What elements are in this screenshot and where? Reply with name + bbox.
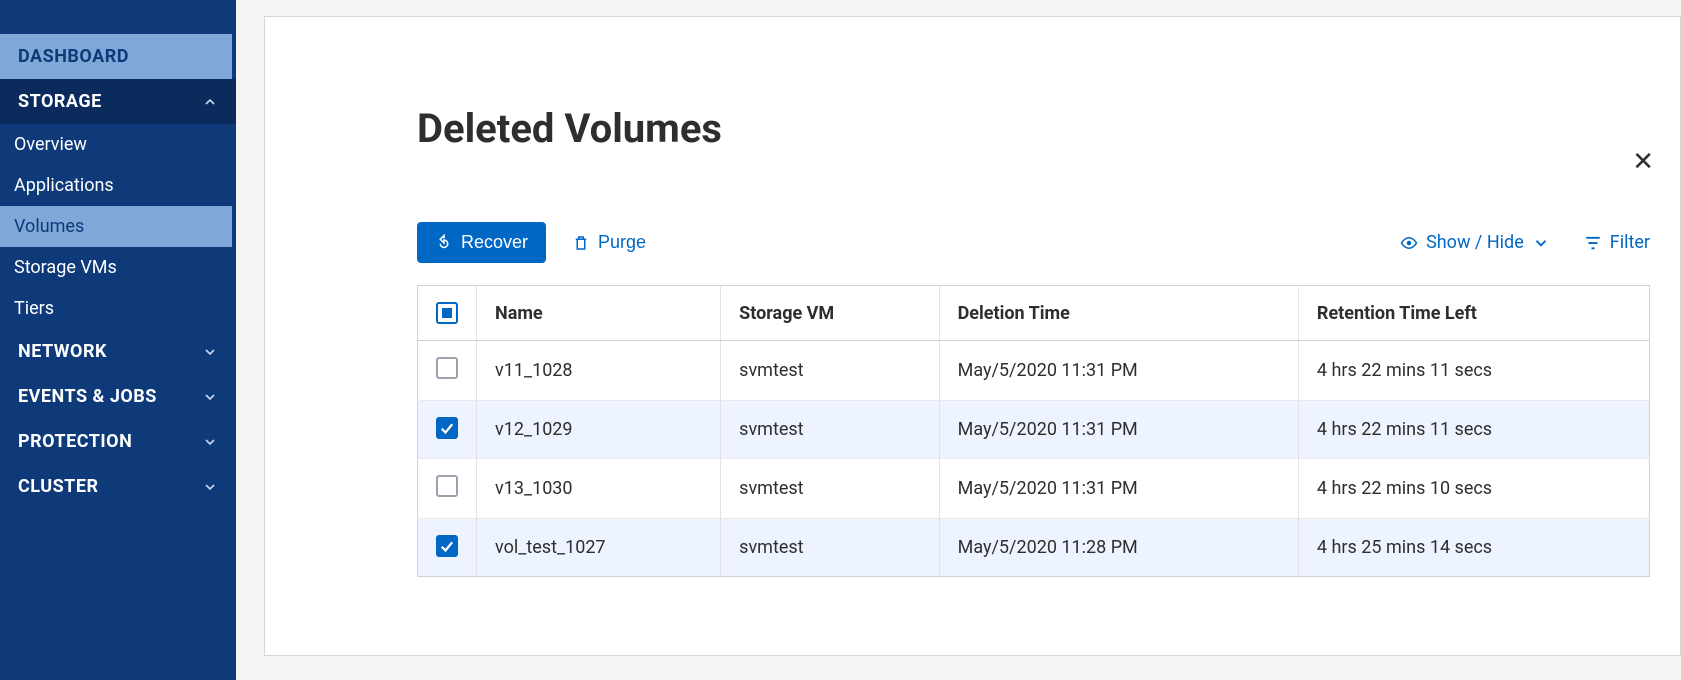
cell-deletion-time: May/5/2020 11:31 PM <box>939 341 1298 401</box>
sidebar-item-label: DASHBOARD <box>18 46 129 67</box>
cell-name: vol_test_1027 <box>477 519 721 577</box>
close-icon[interactable]: ✕ <box>1632 147 1654 177</box>
show-hide-label: Show / Hide <box>1426 232 1524 253</box>
cell-svm: svmtest <box>721 519 939 577</box>
col-retention[interactable]: Retention Time Left <box>1298 286 1649 341</box>
row-checkbox[interactable] <box>436 417 458 439</box>
sidebar-item-protection[interactable]: PROTECTION <box>0 419 236 464</box>
recover-label: Recover <box>461 232 528 253</box>
filter-button[interactable]: Filter <box>1584 232 1650 253</box>
col-deletion-time[interactable]: Deletion Time <box>939 286 1298 341</box>
trash-icon <box>572 234 590 252</box>
filter-label: Filter <box>1610 232 1650 253</box>
sidebar: DASHBOARD STORAGE OverviewApplicationsVolu… <box>0 0 236 680</box>
table-row[interactable]: v13_1030svmtestMay/5/2020 11:31 PM4 hrs … <box>418 459 1650 519</box>
sidebar-item-storage[interactable]: STORAGE <box>0 79 236 124</box>
cell-retention: 4 hrs 22 mins 11 secs <box>1298 401 1649 459</box>
sidebar-item-dashboard[interactable]: DASHBOARD <box>0 34 232 79</box>
sidebar-sub-storage-vms[interactable]: Storage VMs <box>0 247 236 288</box>
chevron-up-icon <box>202 94 218 110</box>
cell-svm: svmtest <box>721 341 939 401</box>
cell-deletion-time: May/5/2020 11:28 PM <box>939 519 1298 577</box>
eye-icon <box>1400 234 1418 252</box>
col-svm[interactable]: Storage VM <box>721 286 939 341</box>
cell-retention: 4 hrs 25 mins 14 secs <box>1298 519 1649 577</box>
cell-svm: svmtest <box>721 401 939 459</box>
cell-name: v11_1028 <box>477 341 721 401</box>
chevron-down-icon <box>1532 234 1550 252</box>
sidebar-item-label: STORAGE <box>18 91 102 112</box>
col-name[interactable]: Name <box>477 286 721 341</box>
sidebar-item-label: CLUSTER <box>18 476 98 497</box>
cell-deletion-time: May/5/2020 11:31 PM <box>939 401 1298 459</box>
sidebar-sub-volumes[interactable]: Volumes <box>0 206 232 247</box>
purge-label: Purge <box>598 232 646 253</box>
table-row[interactable]: v11_1028svmtestMay/5/2020 11:31 PM4 hrs … <box>418 341 1650 401</box>
sidebar-item-cluster[interactable]: CLUSTER <box>0 464 236 509</box>
chevron-down-icon <box>202 344 218 360</box>
sidebar-item-label: PROTECTION <box>18 431 132 452</box>
cell-retention: 4 hrs 22 mins 11 secs <box>1298 341 1649 401</box>
deleted-volumes-table: Name Storage VM Deletion Time Retention … <box>417 285 1650 577</box>
sidebar-item-label: NETWORK <box>18 341 107 362</box>
sidebar-item-events-jobs[interactable]: EVENTS & JOBS <box>0 374 236 419</box>
page-title: Deleted Volumes <box>417 105 1650 152</box>
row-checkbox[interactable] <box>436 475 458 497</box>
chevron-down-icon <box>202 389 218 405</box>
select-all-checkbox[interactable] <box>436 302 458 324</box>
toolbar: Recover Purge Show / Hide <box>417 222 1650 263</box>
row-checkbox[interactable] <box>436 535 458 557</box>
purge-button[interactable]: Purge <box>572 232 646 253</box>
chevron-down-icon <box>202 434 218 450</box>
sidebar-sub-applications[interactable]: Applications <box>0 165 236 206</box>
recover-button[interactable]: Recover <box>417 222 546 263</box>
row-checkbox[interactable] <box>436 357 458 379</box>
cell-deletion-time: May/5/2020 11:31 PM <box>939 459 1298 519</box>
sidebar-item-network[interactable]: NETWORK <box>0 329 236 374</box>
sidebar-item-label: EVENTS & JOBS <box>18 386 157 407</box>
cell-name: v12_1029 <box>477 401 721 459</box>
chevron-down-icon <box>202 479 218 495</box>
show-hide-toggle[interactable]: Show / Hide <box>1400 232 1550 253</box>
panel: ✕ Deleted Volumes Recover Purge <box>264 16 1681 656</box>
cell-svm: svmtest <box>721 459 939 519</box>
content-area: ✕ Deleted Volumes Recover Purge <box>236 0 1681 680</box>
cell-name: v13_1030 <box>477 459 721 519</box>
sidebar-sub-tiers[interactable]: Tiers <box>0 288 236 329</box>
table-row[interactable]: vol_test_1027svmtestMay/5/2020 11:28 PM4… <box>418 519 1650 577</box>
table-row[interactable]: v12_1029svmtestMay/5/2020 11:31 PM4 hrs … <box>418 401 1650 459</box>
sidebar-sub-overview[interactable]: Overview <box>0 124 236 165</box>
cell-retention: 4 hrs 22 mins 10 secs <box>1298 459 1649 519</box>
filter-icon <box>1584 234 1602 252</box>
recover-icon <box>435 234 453 252</box>
